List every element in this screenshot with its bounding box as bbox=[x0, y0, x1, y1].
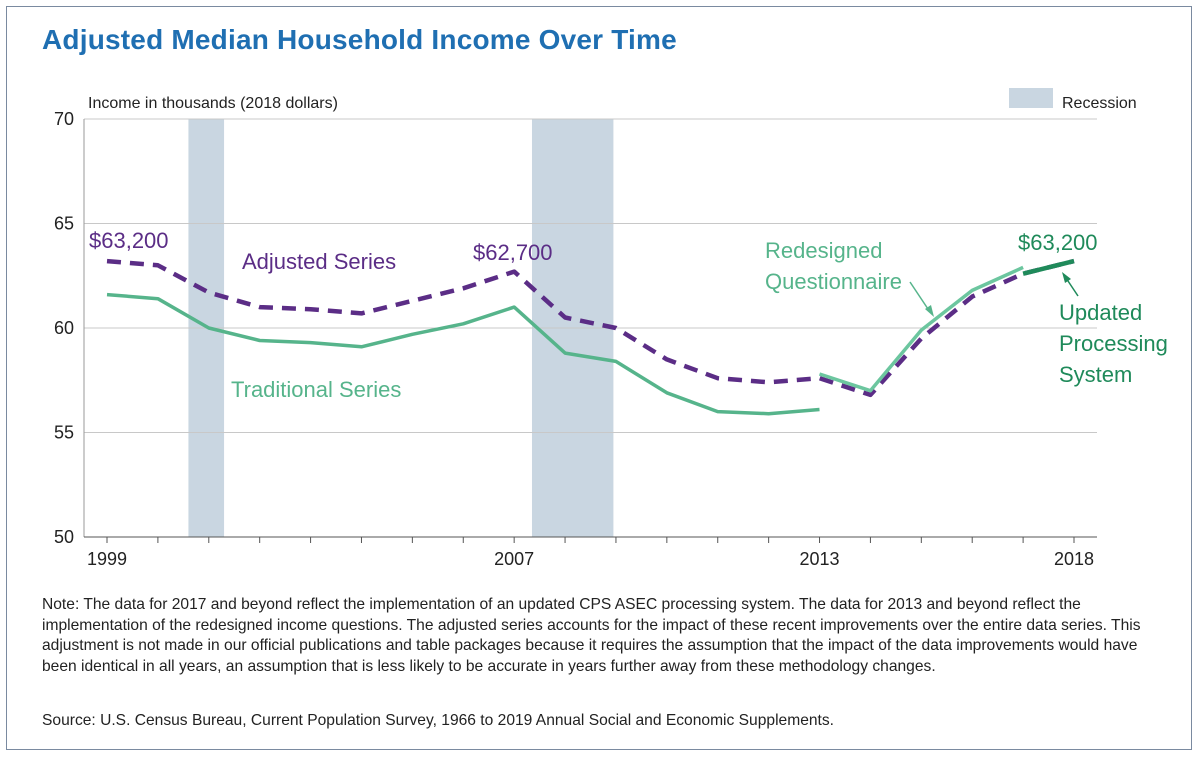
series-label-redesigned-line1: Redesigned bbox=[765, 238, 882, 263]
x-tick-label: 2018 bbox=[1054, 549, 1094, 569]
updated-pointer-arrowhead bbox=[1062, 272, 1071, 283]
series-label-traditional: Traditional Series bbox=[231, 377, 401, 402]
y-tick-label: 60 bbox=[54, 318, 74, 338]
series-line-1 bbox=[106, 258, 1075, 398]
line-chart: 50 55 60 65 70 1999 2007 2013 2018 Income in thou… bbox=[54, 88, 1168, 569]
series-line-4 bbox=[1022, 258, 1075, 276]
y-axis-title: Income in thousands (2018 dollars) bbox=[88, 95, 338, 112]
y-tick-label: 65 bbox=[54, 214, 74, 234]
chart-source: Source: U.S. Census Bureau, Current Popu… bbox=[42, 712, 834, 729]
series-label-updated-line1: Updated bbox=[1059, 300, 1142, 325]
series-label-updated-line2: Processing bbox=[1059, 331, 1168, 356]
y-tick-label: 50 bbox=[54, 527, 74, 547]
series-line-2 bbox=[106, 292, 820, 416]
data-label-1999: $63,200 bbox=[89, 228, 169, 253]
x-tick-label: 2013 bbox=[800, 549, 840, 569]
redesigned-pointer-arrowhead bbox=[925, 305, 934, 317]
series-line-3 bbox=[818, 265, 1024, 393]
chart-note: Note: The data for 2017 and beyond refle… bbox=[42, 596, 1141, 675]
chart-title: Adjusted Median Household Income Over Ti… bbox=[42, 24, 677, 55]
legend-recession-swatch bbox=[1009, 88, 1053, 108]
data-label-2007: $62,700 bbox=[473, 240, 553, 265]
data-label-2018: $63,200 bbox=[1018, 230, 1098, 255]
redesigned-pointer-line bbox=[909, 281, 931, 313]
y-tick-label: 55 bbox=[54, 423, 74, 443]
x-tick-label: 2007 bbox=[494, 549, 534, 569]
y-tick-label: 70 bbox=[54, 109, 74, 129]
series-label-updated-line3: System bbox=[1059, 362, 1132, 387]
series-label-redesigned-line2: Questionnaire bbox=[765, 269, 902, 294]
legend-recession-label: Recession bbox=[1062, 95, 1137, 112]
x-tick-label: 1999 bbox=[87, 549, 127, 569]
series-label-adjusted: Adjusted Series bbox=[242, 249, 396, 274]
